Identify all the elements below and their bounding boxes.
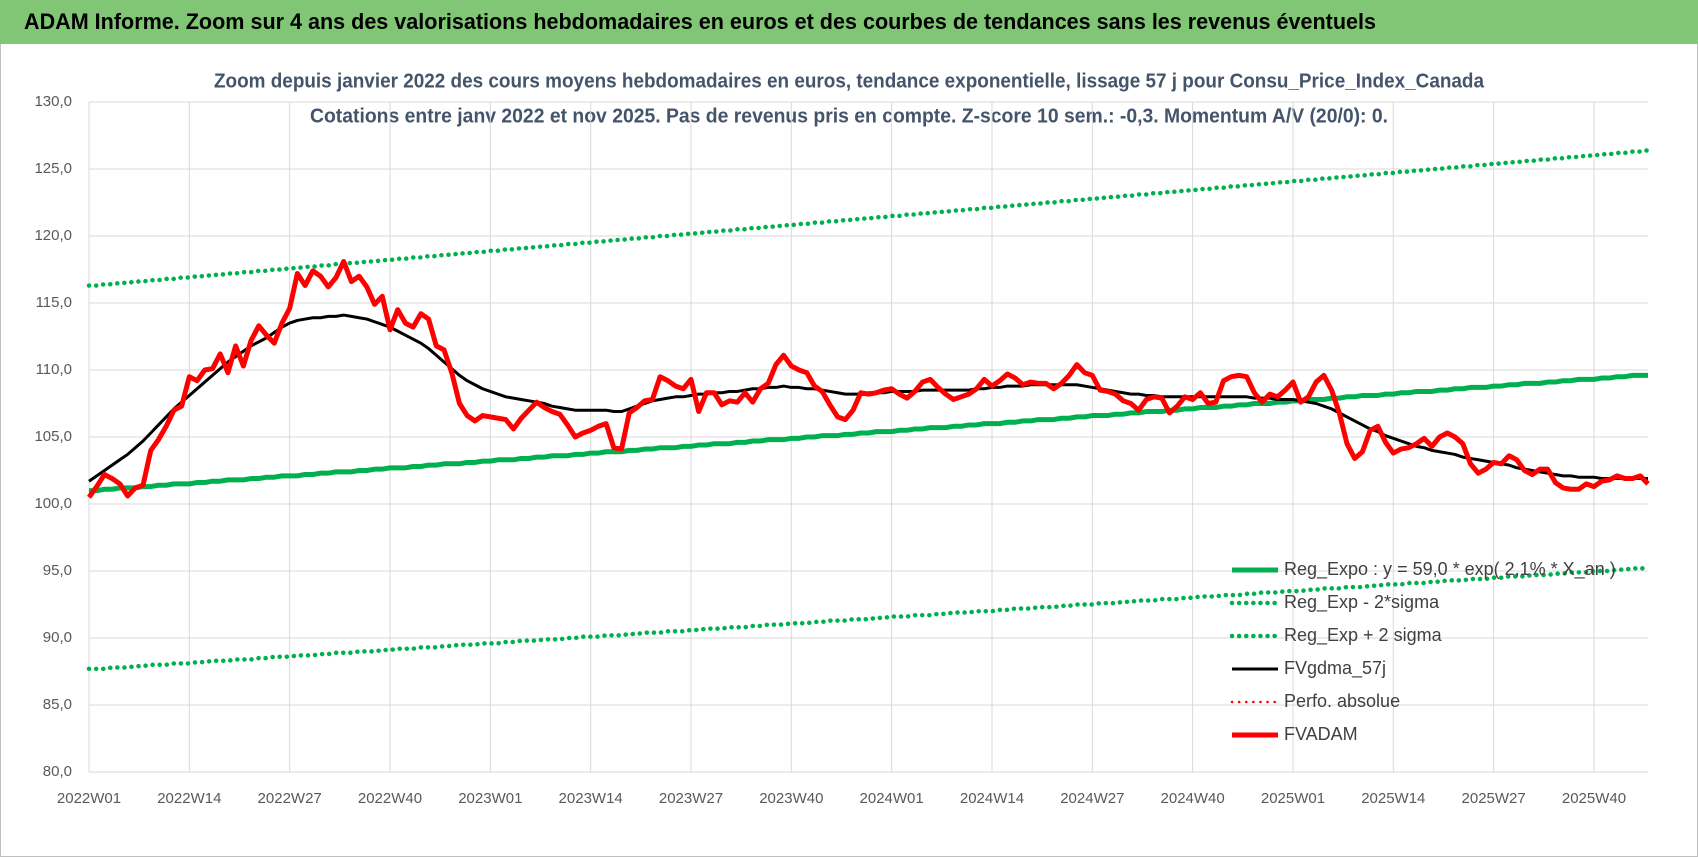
y-tick-label: 90,0 [43, 629, 72, 646]
series-line [86, 258, 1650, 499]
x-tick-label: 2023W14 [559, 790, 623, 807]
x-tick-label: 2024W27 [1060, 790, 1124, 807]
y-tick-label: 115,0 [36, 294, 72, 311]
y-tick-label: 105,0 [34, 428, 72, 445]
chart-subtitle: Cotations entre janv 2022 et nov 2025. P… [310, 105, 1388, 127]
header-bar [0, 0, 1698, 44]
x-tick-label: 2022W01 [57, 790, 121, 807]
y-tick-label: 125,0 [34, 160, 72, 177]
x-tick-label: 2025W40 [1562, 790, 1626, 807]
series-line [89, 372, 1648, 494]
chart-title: Zoom depuis janvier 2022 des cours moyen… [214, 70, 1485, 92]
legend: Reg_Expo : y = 59,0 * exp( 2,1% * X_an )… [1229, 559, 1616, 744]
y-tick-label: 80,0 [43, 763, 72, 780]
legend-label: Perfo. absolue [1284, 691, 1400, 711]
y-tick-label: 85,0 [43, 696, 72, 713]
y-tick-label: 120,0 [34, 227, 72, 244]
x-tick-label: 2022W14 [157, 790, 221, 807]
series-line [86, 147, 1651, 288]
plot-lines [86, 147, 1651, 672]
x-tick-label: 2025W14 [1361, 790, 1425, 807]
x-tick-label: 2025W01 [1261, 790, 1325, 807]
header-title: ADAM Informe. Zoom sur 4 ans des valoris… [24, 9, 1376, 34]
legend-label: Reg_Exp + 2 sigma [1284, 625, 1443, 646]
x-tick-label: 2024W14 [960, 790, 1024, 807]
x-tick-label: 2023W01 [458, 790, 522, 807]
legend-label: FVADAM [1284, 724, 1358, 744]
y-tick-label: 100,0 [34, 495, 72, 512]
series-line [86, 566, 1651, 672]
y-tick-label: 130,0 [34, 93, 72, 110]
x-tick-label: 2022W40 [358, 790, 422, 807]
x-tick-label: 2024W40 [1161, 790, 1225, 807]
x-tick-label: 2025W27 [1462, 790, 1526, 807]
legend-label: FVgdma_57j [1284, 658, 1386, 679]
y-tick-label: 110,0 [36, 361, 72, 378]
legend-label: Reg_Expo : y = 59,0 * exp( 2,1% * X_an ) [1284, 559, 1616, 580]
x-tick-label: 2022W27 [258, 790, 322, 807]
x-tick-label: 2024W01 [860, 790, 924, 807]
x-tick-label: 2023W40 [759, 790, 823, 807]
x-tick-label: 2023W27 [659, 790, 723, 807]
legend-label: Reg_Exp - 2*sigma [1284, 592, 1440, 613]
grid: 80,0 85,0 90,0 95,0 100,0 105,0 110,0 115,0 120,… [34, 93, 1648, 807]
y-tick-label: 95,0 [43, 562, 72, 579]
